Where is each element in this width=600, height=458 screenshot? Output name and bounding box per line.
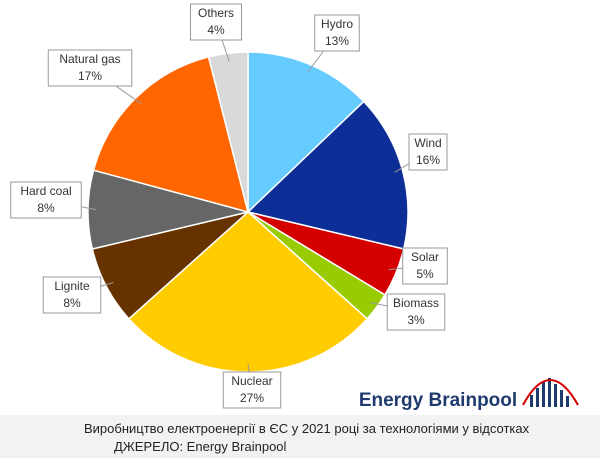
label-box <box>386 293 446 331</box>
logo-text: Energy Brainpool <box>359 390 517 411</box>
logo-curve <box>522 379 579 406</box>
label-box <box>10 181 82 219</box>
value-label: 3% <box>407 313 425 327</box>
label-box <box>408 133 448 171</box>
caption-source: ДЖЕРЕЛО: Energy Brainpool <box>114 439 287 454</box>
pie-slice <box>92 56 250 214</box>
category-label: Lignite <box>54 279 90 293</box>
value-label: 5% <box>416 267 434 281</box>
chart: Energy Brainpool Hydro 13% Wind 16% Solar 5% B… <box>10 3 579 411</box>
pie-slice <box>246 100 409 250</box>
category-label: Biomass <box>393 296 439 310</box>
value-label: 4% <box>207 23 225 37</box>
logo-bars <box>530 378 569 407</box>
value-label: 17% <box>78 69 102 83</box>
category-label: Solar <box>411 250 439 264</box>
caption-title: Виробництво електроенергії в ЄС у 2021 р… <box>84 421 530 436</box>
category-label: Natural gas <box>59 52 120 66</box>
category-label: Others <box>198 6 234 20</box>
caption: Виробництво електроенергії в ЄС у 2021 р… <box>0 415 600 458</box>
label-box <box>402 247 448 285</box>
value-label: 13% <box>325 34 349 48</box>
value-label: 16% <box>416 153 440 167</box>
label-box <box>222 371 282 409</box>
value-label: 8% <box>37 201 55 215</box>
category-label: Hydro <box>321 17 353 31</box>
pie-slice <box>207 51 249 213</box>
value-label: 27% <box>240 391 264 405</box>
pie-slice <box>247 51 365 214</box>
label-box <box>42 276 102 314</box>
label-box <box>314 14 360 52</box>
value-label: 8% <box>63 296 81 310</box>
label-box <box>190 3 242 41</box>
category-label: Nuclear <box>231 374 272 388</box>
category-label: Hard coal <box>20 184 71 198</box>
category-label: Wind <box>414 136 441 150</box>
label-box <box>47 49 133 87</box>
